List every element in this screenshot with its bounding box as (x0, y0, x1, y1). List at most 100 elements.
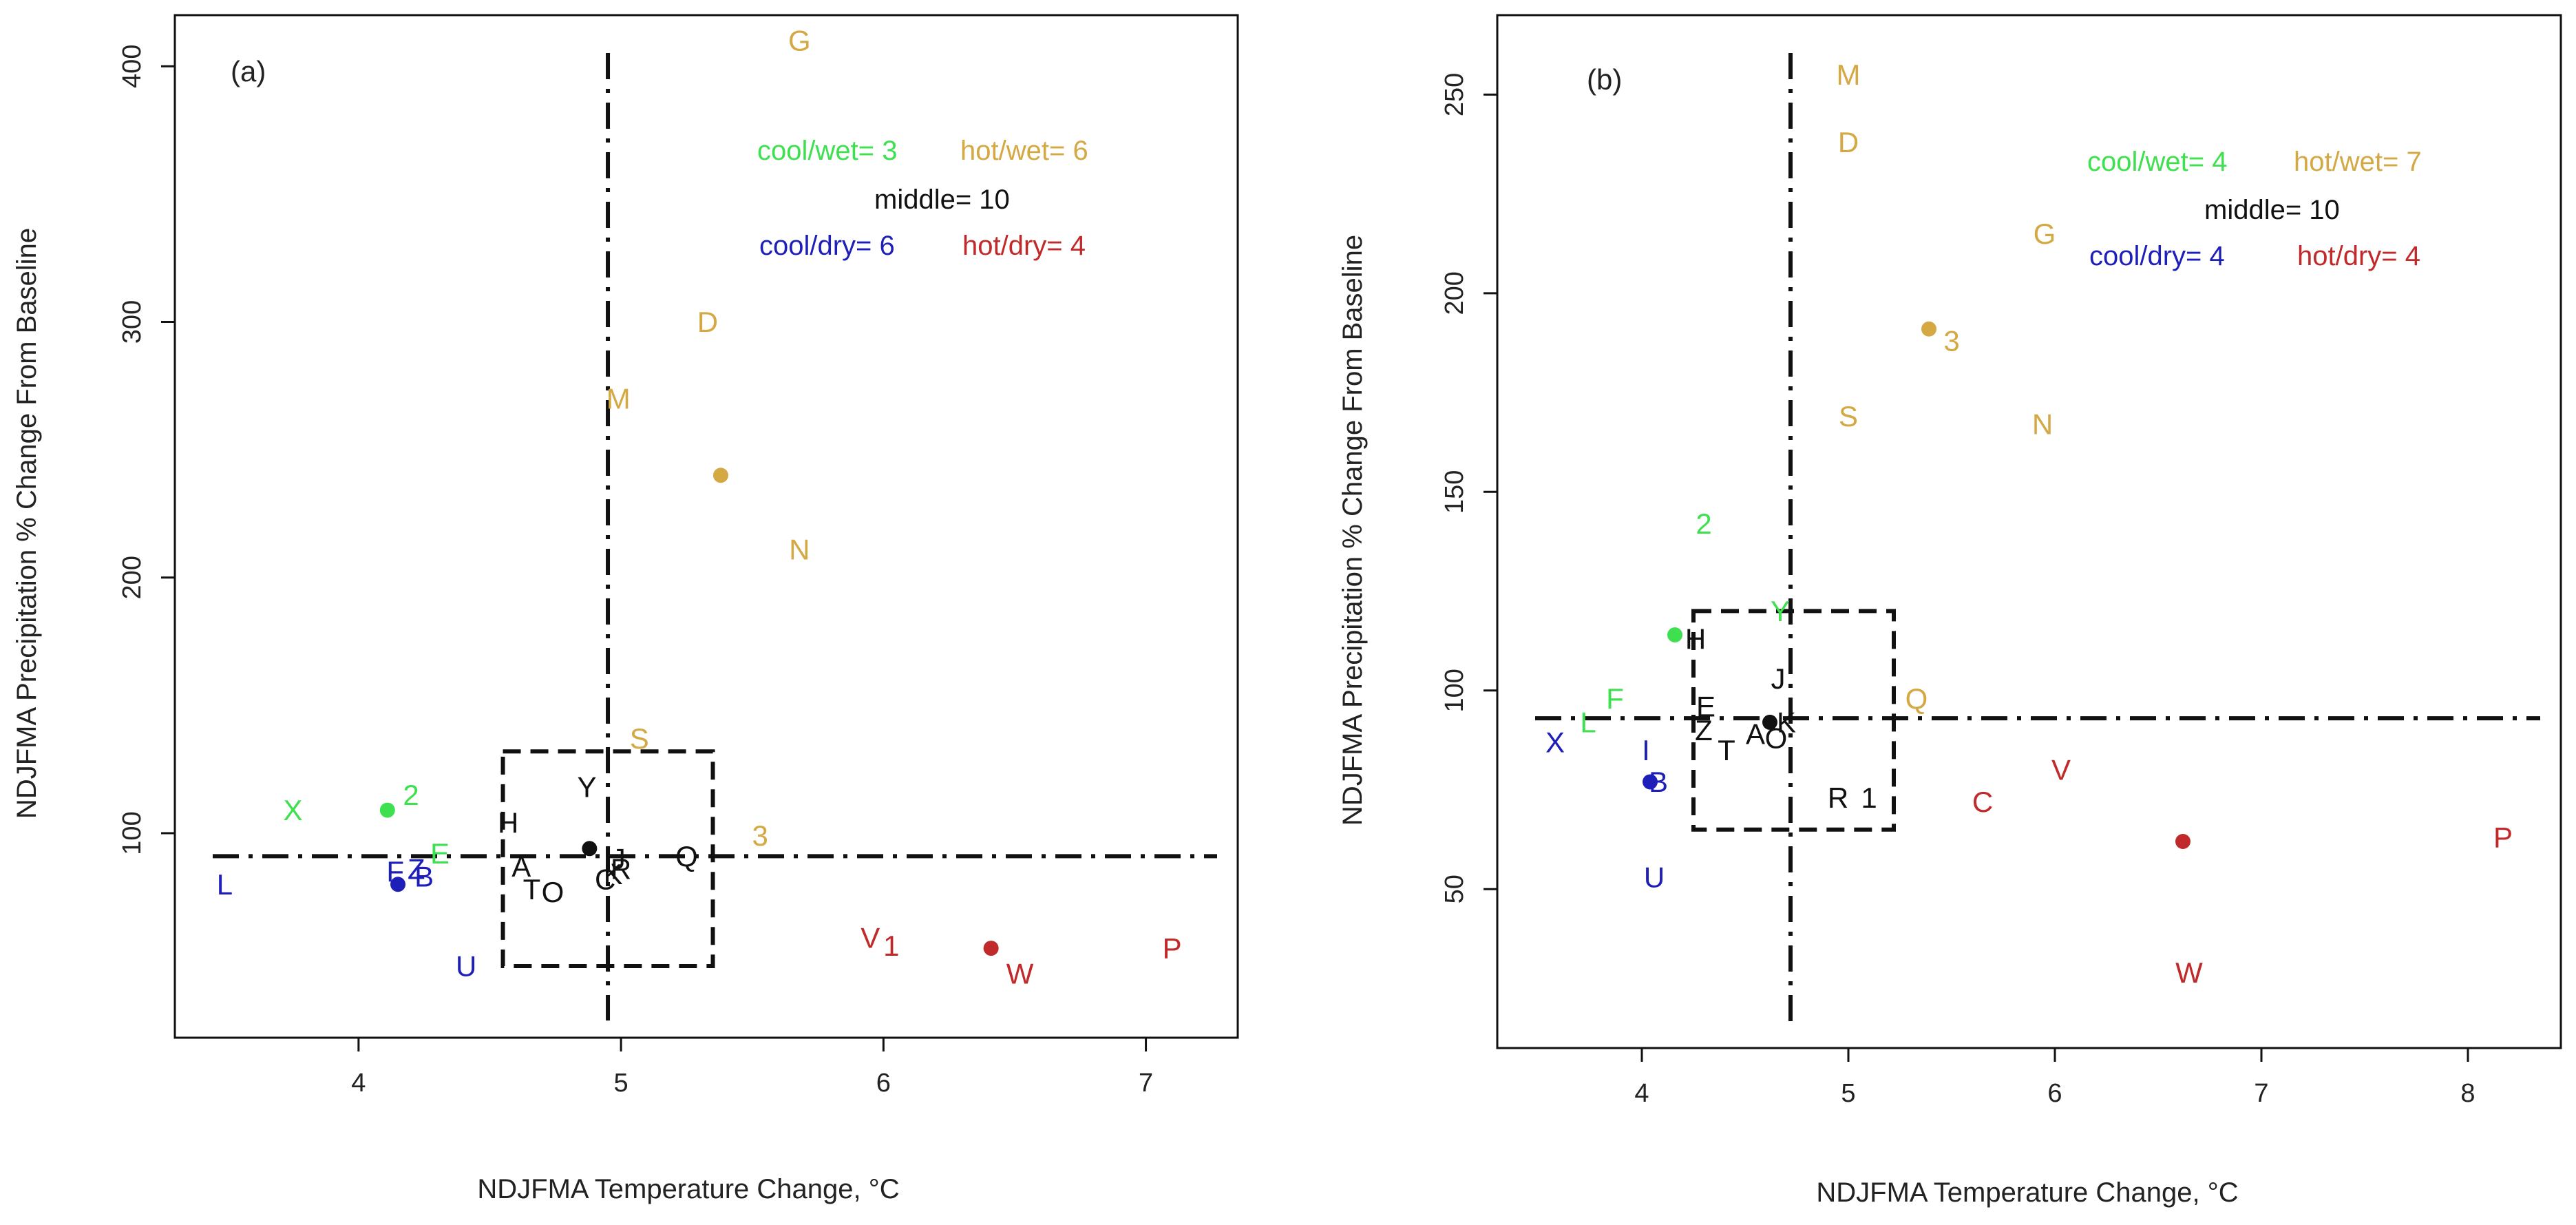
count-middle-b: middle= 10 (2204, 195, 2340, 225)
point-label-b-middle: T (1718, 734, 1735, 766)
point-label-a-middle: J (611, 843, 626, 875)
point-label-b-hot-wet: Q (1905, 682, 1928, 715)
x-tick-label-b: 8 (2460, 1079, 2475, 1108)
point-label-b-cool-dry: X (1545, 726, 1565, 758)
point-label-a-cool-dry: B (414, 861, 434, 893)
y-axis-title-a: NDJFMA Precipitation % Change From Basel… (12, 228, 42, 819)
point-label-b-cool-wet: 2 (1696, 507, 1711, 540)
point-label-a-hot-wet: N (789, 533, 810, 565)
point-label-a-hot-wet: S (630, 722, 649, 755)
group-mean-dot-b-cool-dry (1643, 774, 1658, 790)
count-cool-wet-b: cool/wet= 4 (2087, 147, 2227, 177)
point-label-b-cool-wet: F (1606, 682, 1624, 715)
y-tick-label-a: 100 (118, 811, 147, 855)
point-label-b-hot-dry: P (2493, 821, 2513, 854)
y-axis-title-b: NDJFMA Precipitation % Change From Basel… (1338, 235, 1368, 826)
group-mean-dot-b-cool-wet (1667, 627, 1682, 642)
panel-a: (a) NDJFMA Temperature Change, °C NDJFMA… (12, 14, 1239, 1204)
point-label-a-middle: H (498, 807, 518, 839)
group-mean-dot-a-cool-wet (379, 802, 395, 818)
point-label-a-cool-wet: 2 (403, 779, 419, 811)
point-label-b-cool-wet: Y (1771, 595, 1790, 627)
count-cool-dry-a: cool/dry= 6 (759, 231, 895, 261)
x-tick-label-a: 6 (876, 1069, 891, 1098)
point-label-b-hot-wet: N (2032, 408, 2053, 441)
point-label-a-middle: Y (578, 771, 597, 804)
panel-b-tag: (b) (1587, 63, 1622, 96)
point-label-a-middle: O (542, 876, 564, 908)
middle-box-b (1691, 609, 1896, 832)
group-mean-dot-b-hot-wet (1921, 321, 1936, 337)
point-label-a-hot-wet: G (788, 25, 811, 57)
point-label-b-middle: K (1777, 706, 1796, 738)
point-label-b-middle: Z (1695, 714, 1713, 746)
y-tick-label-b: 50 (1440, 875, 1469, 903)
plot-frame-b (1496, 14, 2562, 1049)
point-label-b-hot-wet: D (1838, 126, 1859, 158)
x-axis-title-b: NDJFMA Temperature Change, °C (1816, 1177, 2238, 1208)
count-hot-wet-b: hot/wet= 7 (2294, 147, 2422, 177)
point-label-b-cool-dry: I (1642, 734, 1650, 766)
point-label-a-middle: Q (675, 840, 698, 872)
point-label-a-hot-dry: V (861, 922, 880, 954)
point-label-a-cool-dry: L (217, 868, 233, 901)
x-axis-title-a: NDJFMA Temperature Change, °C (477, 1174, 899, 1204)
count-cool-dry-b: cool/dry= 4 (2089, 241, 2225, 271)
count-middle-a: middle= 10 (874, 185, 1010, 215)
point-label-a-middle: K (604, 858, 623, 890)
point-label-b-middle: A (1746, 718, 1765, 751)
count-hot-wet-a: hot/wet= 6 (960, 136, 1088, 166)
group-mean-dot-b-middle (1762, 714, 1777, 730)
point-label-a-cool-dry: Z (408, 852, 425, 885)
y-tick-label-a: 300 (118, 300, 147, 344)
x-tick-label-a: 5 (614, 1069, 629, 1098)
middle-box-a (500, 749, 715, 969)
plot-frame-a (173, 14, 1239, 1039)
point-label-b-middle: R (1828, 782, 1848, 814)
point-label-a-middle: A (511, 850, 531, 883)
point-label-a-middle: R (611, 852, 631, 885)
group-mean-dot-a-cool-dry (390, 877, 406, 892)
point-label-b-hot-wet: M (1837, 59, 1861, 91)
point-label-b-hot-wet: G (2034, 218, 2056, 250)
x-tick-label-b: 4 (1634, 1079, 1649, 1108)
point-label-a-hot-wet: M (606, 382, 631, 415)
point-label-b-hot-wet: 3 (1943, 325, 1959, 357)
point-label-b-cool-wet: L (1580, 706, 1596, 738)
x-tick-label-b: 5 (1841, 1079, 1855, 1108)
group-mean-dot-a-hot-wet (712, 468, 728, 483)
count-hot-dry-a: hot/dry= 4 (962, 231, 1086, 261)
y-tick-label-a: 200 (118, 556, 147, 599)
count-hot-dry-b: hot/dry= 4 (2297, 241, 2420, 271)
panel-a-tag: (a) (231, 55, 266, 87)
point-label-a-hot-dry: P (1163, 932, 1182, 965)
group-mean-dot-a-middle (582, 841, 598, 857)
point-label-a-cool-dry: U (456, 950, 476, 983)
y-tick-label-b: 100 (1440, 669, 1469, 712)
point-label-b-hot-wet: S (1839, 400, 1858, 432)
group-mean-dot-b-hot-dry (2175, 834, 2190, 849)
point-label-a-middle: C (595, 863, 615, 895)
point-label-a-cool-wet: E (430, 837, 450, 870)
x-tick-label-a: 7 (1139, 1069, 1153, 1098)
y-tick-label-b: 150 (1440, 470, 1469, 514)
point-label-a-hot-wet: 3 (752, 819, 768, 852)
point-label-b-middle: H (1685, 622, 1706, 655)
point-label-b-hot-dry: C (1972, 786, 1993, 818)
point-label-b-hot-dry: W (2175, 956, 2203, 989)
group-mean-dot-a-hot-dry (983, 941, 999, 956)
point-label-b-hot-dry: V (2051, 754, 2071, 786)
count-cool-wet-a: cool/wet= 3 (757, 136, 897, 166)
point-label-a-hot-dry: 1 (883, 930, 899, 962)
point-label-b-middle: J (1771, 662, 1786, 695)
y-tick-label-a: 400 (118, 45, 147, 88)
point-label-a-middle: T (523, 873, 541, 905)
x-tick-label-b: 7 (2254, 1079, 2268, 1108)
point-label-b-middle: 1 (1861, 782, 1877, 814)
point-label-b-cool-dry: U (1644, 861, 1665, 893)
point-label-a-hot-wet: D (697, 306, 718, 338)
x-tick-label-b: 6 (2047, 1079, 2062, 1108)
